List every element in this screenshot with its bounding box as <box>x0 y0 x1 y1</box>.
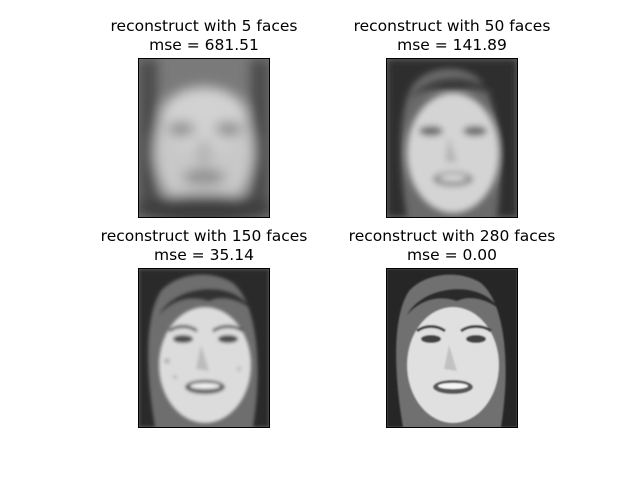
panel-title: reconstruct with 280 faces mse = 0.00 <box>302 227 602 265</box>
face-image-graphic <box>387 59 517 217</box>
panel-mse-text: mse = 0.00 <box>406 246 498 264</box>
panel-mse-text: mse = 35.14 <box>154 246 254 264</box>
face-image-280-faces <box>386 268 518 428</box>
face-image-graphic <box>139 59 269 217</box>
face-image-5-faces <box>138 58 270 218</box>
panel-mse-text: mse = 141.89 <box>397 36 507 54</box>
face-image-graphic <box>139 269 269 427</box>
panel-title-text: reconstruct with 50 faces <box>353 17 551 35</box>
face-image-150-faces <box>138 268 270 428</box>
panel-title: reconstruct with 50 faces mse = 141.89 <box>302 17 602 55</box>
panel-title: reconstruct with 5 faces mse = 681.51 <box>54 17 354 55</box>
panel-title: reconstruct with 150 faces mse = 35.14 <box>54 227 354 265</box>
panel-mse-text: mse = 681.51 <box>149 36 259 54</box>
panel-title-text: reconstruct with 280 faces <box>348 227 556 245</box>
face-image-graphic <box>387 269 517 427</box>
face-image-50-faces <box>386 58 518 218</box>
panel-title-text: reconstruct with 150 faces <box>100 227 308 245</box>
panel-title-text: reconstruct with 5 faces <box>110 17 298 35</box>
